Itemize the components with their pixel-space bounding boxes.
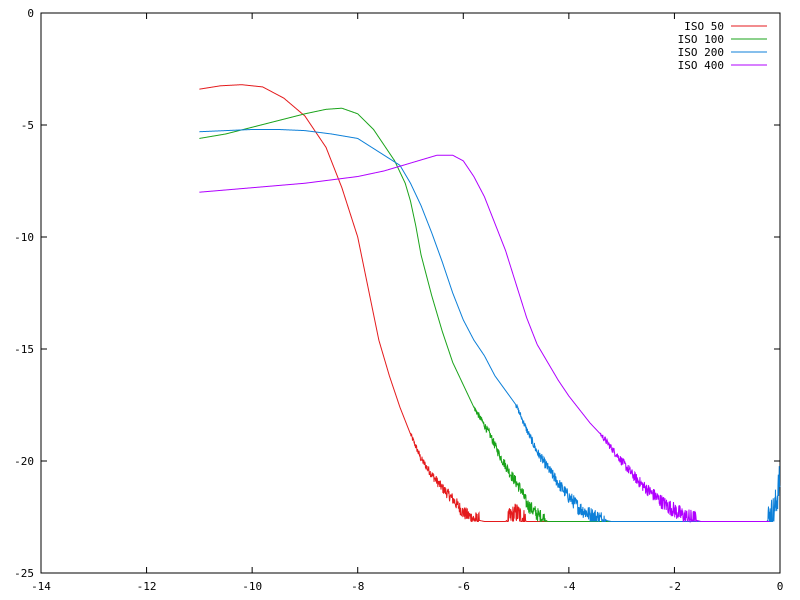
legend-label: ISO 400: [678, 59, 724, 72]
x-tick-label: -14: [31, 580, 51, 593]
x-tick-label: 0: [777, 580, 784, 593]
plot-frame: [40, 12, 781, 574]
x-tick-label: -6: [457, 580, 470, 593]
y-tick-label: -20: [14, 455, 34, 468]
y-tick-label: -15: [14, 343, 34, 356]
x-tick-label: -4: [562, 580, 576, 593]
series-line-iso-100: [199, 107, 770, 522]
series-line-iso-200: [199, 128, 781, 522]
x-tick-label: -12: [137, 580, 157, 593]
x-tick-label: -2: [668, 580, 681, 593]
y-tick-label: -5: [21, 119, 34, 132]
series-line-iso-400: [199, 154, 770, 524]
y-tick-label: -25: [14, 567, 34, 580]
legend-label: ISO 100: [678, 33, 724, 46]
y-tick-label: -10: [14, 231, 34, 244]
axis-ticks: -14 -12 -10 -8 -6 -4 -2 00-5-10-15-20-25: [14, 7, 783, 593]
x-tick-label: -8: [351, 580, 364, 593]
y-tick-label: 0: [27, 7, 34, 20]
series-line-iso-50: [199, 84, 770, 522]
series-lines: [199, 84, 781, 524]
legend-label: ISO 200: [678, 46, 724, 59]
legend-label: ISO 50: [684, 20, 724, 33]
x-tick-label: -10: [242, 580, 262, 593]
